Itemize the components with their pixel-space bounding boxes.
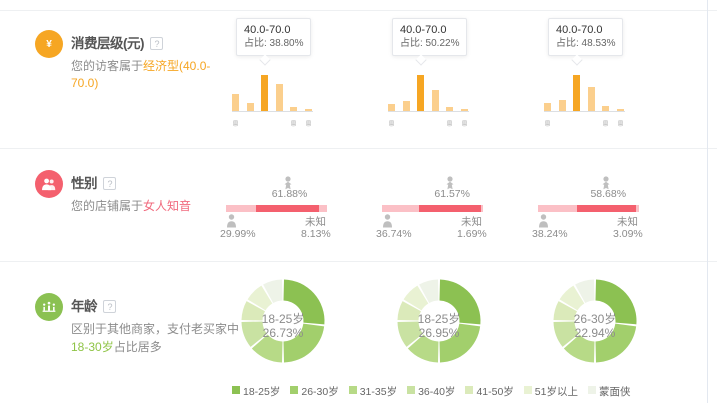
svg-text:¥: ¥ — [46, 39, 52, 50]
